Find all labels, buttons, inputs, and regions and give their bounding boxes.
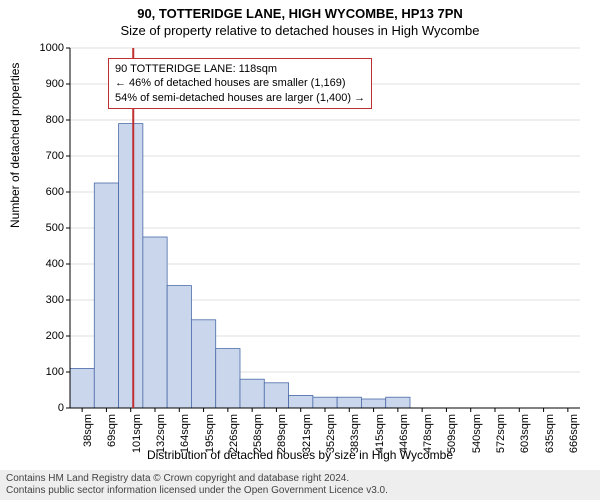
footer-line-1: Contains HM Land Registry data © Crown c… — [6, 473, 594, 485]
y-tick-label: 300 — [30, 294, 64, 306]
y-tick-label: 700 — [30, 150, 64, 162]
x-tick-label: 69sqm — [106, 414, 118, 447]
y-tick-label: 600 — [30, 186, 64, 198]
y-tick-label: 0 — [30, 402, 64, 414]
y-tick-label: 500 — [30, 222, 64, 234]
footer: Contains HM Land Registry data © Crown c… — [0, 470, 600, 500]
footer-line-2: Contains public sector information licen… — [6, 485, 594, 497]
y-tick-label: 900 — [30, 78, 64, 90]
y-tick-label: 200 — [30, 330, 64, 342]
y-tick-label: 800 — [30, 114, 64, 126]
chart-container: 90, TOTTERIDGE LANE, HIGH WYCOMBE, HP13 … — [0, 0, 600, 500]
annotation-line-1: 90 TOTTERIDGE LANE: 118sqm — [115, 62, 365, 76]
chart-title-main: 90, TOTTERIDGE LANE, HIGH WYCOMBE, HP13 … — [0, 0, 600, 21]
annotation-line-3: 54% of semi-detached houses are larger (… — [115, 91, 365, 105]
y-tick-label: 1000 — [30, 42, 64, 54]
x-tick-label: 38sqm — [82, 414, 94, 447]
annotation-line-2: ← 46% of detached houses are smaller (1,… — [115, 76, 365, 90]
annotation-box: 90 TOTTERIDGE LANE: 118sqm ← 46% of deta… — [108, 58, 372, 109]
chart-title-sub: Size of property relative to detached ho… — [0, 21, 600, 38]
x-axis-label: Distribution of detached houses by size … — [0, 448, 600, 462]
y-tick-label: 400 — [30, 258, 64, 270]
y-axis-label: Number of detached properties — [8, 63, 22, 228]
y-tick-label: 100 — [30, 366, 64, 378]
